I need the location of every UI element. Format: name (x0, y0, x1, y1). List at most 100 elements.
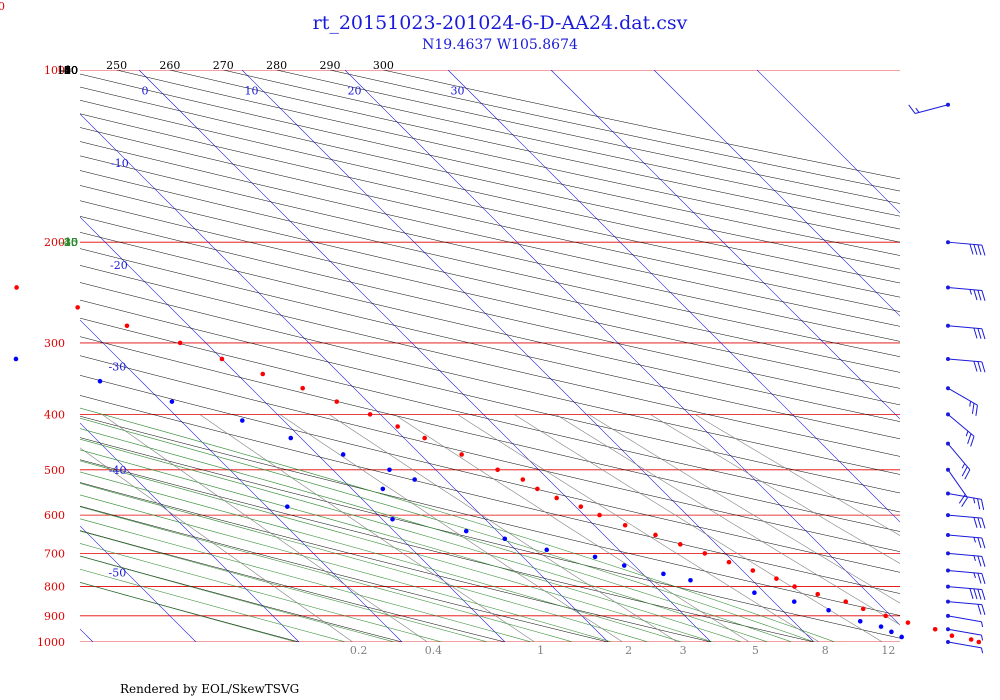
dry-adiabat-label: 50 (64, 64, 78, 77)
isotherm-line (80, 422, 300, 642)
wind-barb (946, 467, 968, 507)
wind-barb (946, 386, 978, 416)
dry-adiabat-line (276, 70, 900, 204)
isotherm-label: -20 (110, 259, 128, 272)
temperature-point (395, 424, 400, 429)
temperature-point (843, 599, 849, 604)
moist-adiabat-line (80, 543, 442, 642)
moist-adiabat-line (80, 449, 742, 642)
temperature-point (14, 285, 19, 290)
wind-barb-feather (967, 433, 972, 445)
dry-adiabat-line (80, 530, 506, 642)
moist-adiabat-line (80, 471, 682, 642)
dewpoint-point (387, 467, 392, 473)
dewpoint-point (340, 452, 346, 457)
wind-barb-staff (947, 286, 982, 291)
wind-barb-half-feather (973, 555, 976, 561)
moist-adiabat-label: -30 (60, 236, 78, 249)
dewpoint-point (240, 418, 245, 423)
temperature-point (520, 477, 526, 482)
moist-adiabat-line (80, 483, 649, 642)
dewpoint-point (284, 504, 290, 509)
isotherm-line (344, 70, 900, 626)
wind-barb-feather (961, 466, 968, 477)
wind-barb-feather (981, 517, 986, 529)
temperature-point (774, 576, 779, 581)
mixing-ratio-label: 2 (625, 644, 632, 657)
dry-adiabat-line (80, 415, 900, 616)
dry-adiabat-line (80, 395, 900, 594)
wind-barb-feather (977, 244, 982, 256)
temperature-point (949, 633, 955, 639)
temperature-point (334, 399, 340, 404)
wind-barb-feather (977, 498, 981, 510)
dry-adiabat-label: 270 (213, 59, 234, 72)
isobar-label: 900 (44, 610, 65, 623)
moist-adiabat-label: -5 (67, 236, 78, 249)
wind-barb-feather (969, 243, 974, 255)
wind-barb-staff (947, 413, 975, 437)
wind-barb-half-feather (980, 635, 984, 641)
wind-barb-feather (971, 403, 975, 414)
wind-barb-half-feather (969, 289, 972, 295)
moist-adiabat-line (80, 494, 612, 642)
mixing-ratio-line (588, 414, 900, 604)
dry-adiabat-line (223, 70, 900, 217)
wind-barb-feather (981, 589, 986, 600)
temperature-point (422, 435, 427, 441)
isotherm-label: 10 (244, 84, 258, 97)
dewpoint-point (592, 554, 598, 560)
wind-barb-feather (977, 361, 982, 373)
wind-barb-staff (947, 469, 968, 498)
isotherm-line (80, 319, 403, 642)
temperature-point (459, 452, 464, 457)
dewpoint-point (463, 528, 469, 534)
wind-barb-feather (973, 588, 978, 600)
wind-barb (908, 102, 950, 115)
dry-adiabat-line (80, 113, 900, 298)
dry-adiabat-line (80, 86, 900, 270)
isotherm-line (80, 216, 506, 642)
dry-adiabat-line (80, 355, 900, 552)
wind-barb-staff (947, 443, 971, 471)
temperature-point (622, 522, 628, 528)
wind-barb-staff (947, 492, 982, 500)
isotherm-line (138, 70, 712, 642)
dry-adiabat-line (80, 100, 900, 284)
wind-barb-staff (947, 628, 982, 636)
mixing-ratio-line (457, 414, 820, 642)
moist-adiabat-line (80, 438, 768, 642)
wind-barb-feather (973, 361, 978, 372)
dry-adiabat-line (80, 200, 900, 389)
isotherm-line (241, 70, 815, 642)
dry-adiabat-label: 250 (106, 59, 127, 72)
dry-adiabat-line (80, 127, 900, 312)
temperature-point (578, 504, 584, 509)
wind-barb-feather (981, 604, 986, 616)
chart-subtitle: N19.4637 W105.8674 (422, 37, 578, 53)
dry-adiabat-label: 300 (373, 59, 394, 72)
wind-barb-staff (947, 325, 982, 330)
dry-adiabat-line (80, 248, 900, 440)
wind-barb-feather (977, 555, 982, 567)
isobar-label: 100 (44, 64, 65, 77)
dry-adiabat-line (80, 170, 900, 357)
dry-adiabat-line (80, 299, 900, 494)
wind-barb (946, 584, 986, 600)
wind-barb (946, 599, 986, 616)
wind-barb-staff (947, 601, 982, 606)
wind-barb-staff (947, 552, 982, 557)
dewpoint-point (826, 607, 831, 613)
dewpoint-point (899, 634, 904, 640)
isotherm-line (447, 70, 900, 523)
temperature-point (597, 512, 602, 518)
temperature-point (177, 340, 183, 346)
wind-barb-feather (908, 104, 916, 114)
wind-barb (946, 323, 986, 340)
chart-labels: 1002003004005006007008009001000-50-40-30… (37, 59, 895, 657)
isobar-label: 600 (44, 509, 65, 522)
temperature-point (260, 371, 266, 377)
moist-adiabat-label: -40 (60, 236, 78, 249)
dry-adiabat-label: 110 (57, 64, 78, 77)
